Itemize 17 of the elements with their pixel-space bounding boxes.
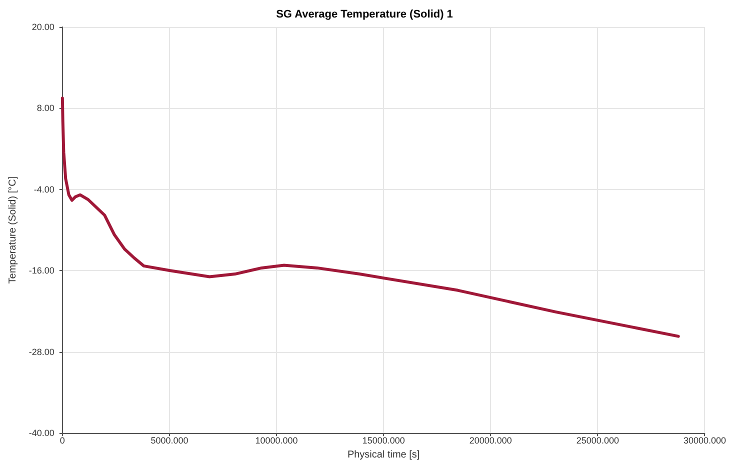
x-axis-title: Physical time [s] [347,450,420,460]
x-tick-label: 20000.000 [469,436,512,446]
y-tick-label: -4.00 [34,184,54,194]
y-tick-label: 20.00 [32,22,54,32]
y-tick-label: 8.00 [36,103,54,114]
x-tick-label: 10000.000 [255,436,298,446]
y-axis-title: Temperature (Solid) [°C] [8,176,18,284]
x-tick-label: 5000.000 [150,436,188,446]
x-tick-label: 30000.000 [683,436,726,446]
x-tick-label: 15000.000 [362,436,405,446]
y-tick-label: -40.00 [28,428,54,438]
chart-title: SG Average Temperature (Solid) 1 [276,8,453,20]
y-tick-label: -16.00 [28,266,54,276]
y-tick-label: -28.00 [28,346,54,357]
line-series [60,96,680,338]
x-tick-label: 25000.000 [576,436,619,446]
x-tick-label: 0 [60,436,65,446]
